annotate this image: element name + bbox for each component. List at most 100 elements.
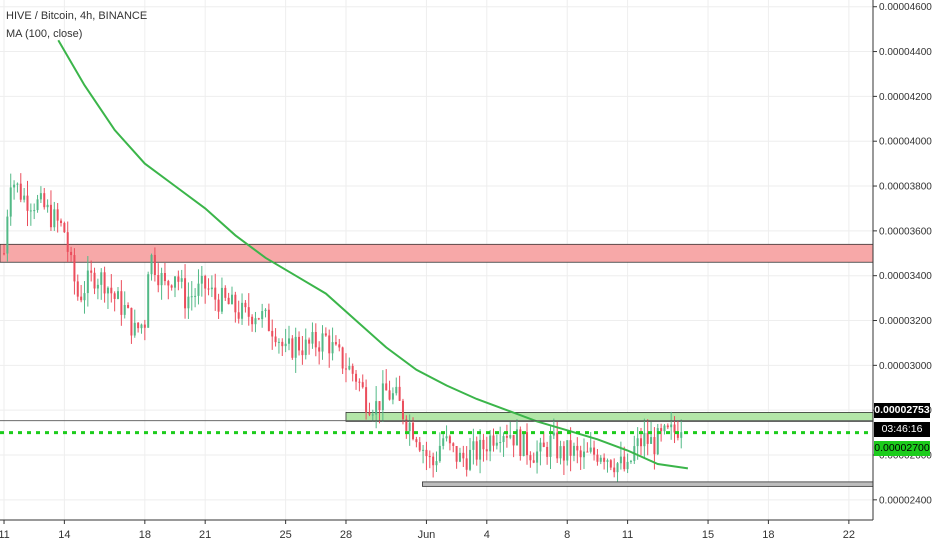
candle-body <box>619 456 622 464</box>
x-tick-label: 14 <box>58 529 70 541</box>
candle-body <box>334 342 337 345</box>
candle-body <box>184 278 187 309</box>
y-tick-label: 0.00004000 <box>879 137 932 148</box>
candle-body <box>670 424 673 428</box>
candle-body <box>244 302 247 308</box>
candle-body <box>230 294 234 305</box>
y-tick-label: 0.00002400 <box>879 495 932 506</box>
candle-body <box>314 332 317 348</box>
candle-body <box>398 386 401 401</box>
candle-body <box>110 287 113 294</box>
candle-body <box>63 223 66 233</box>
candle-body <box>502 436 505 443</box>
countdown-tag: 03:46:16 <box>874 422 930 437</box>
candle-body <box>9 187 12 217</box>
candle-body <box>344 368 347 370</box>
candle-body <box>318 347 321 352</box>
indicator-label[interactable]: MA (100, close) <box>6 28 83 40</box>
candle-body <box>13 184 16 188</box>
candle-body <box>36 199 39 211</box>
candle-body <box>452 443 455 446</box>
candle-body <box>485 449 488 452</box>
candles <box>3 173 683 482</box>
candle-body <box>680 432 683 438</box>
candle-body <box>19 183 22 200</box>
candle-body <box>552 432 555 436</box>
candle-body <box>257 318 260 320</box>
candle-body <box>190 296 193 298</box>
candle-body <box>569 440 572 456</box>
candle-body <box>261 311 264 320</box>
ma-100-line <box>57 39 689 470</box>
last-price-tag: 0.00002753 <box>874 403 930 418</box>
x-tick-label: 21 <box>199 529 211 541</box>
candle-body <box>210 287 213 290</box>
candle-body <box>23 195 26 200</box>
candle-body <box>576 445 579 451</box>
candle-body <box>90 270 93 273</box>
candle-body <box>341 347 344 369</box>
candle-body <box>49 204 52 228</box>
candle-body <box>194 295 197 297</box>
candle-body <box>39 193 42 200</box>
candle-body <box>241 302 244 319</box>
candle-body <box>56 209 59 221</box>
candle-body <box>505 436 508 438</box>
candle-body <box>83 293 86 301</box>
candle-body <box>348 366 351 370</box>
candle-body <box>646 432 649 444</box>
candle-body <box>448 436 451 444</box>
candle-body <box>358 381 361 383</box>
candle-body <box>509 435 512 438</box>
candle-body <box>465 458 468 470</box>
candle-body <box>489 435 492 452</box>
candle-body <box>613 467 616 473</box>
candle-body <box>650 437 653 444</box>
candle-body <box>616 463 619 473</box>
candle-body <box>6 216 9 254</box>
candle-body <box>70 251 73 256</box>
y-tick-label: 0.00004600 <box>879 2 932 13</box>
candle-body <box>197 283 200 296</box>
candle-body <box>33 210 36 212</box>
candle-body <box>200 275 203 284</box>
bottom-zone <box>422 481 874 487</box>
candle-body <box>16 183 19 185</box>
candle-body <box>143 324 146 328</box>
candle-body <box>636 438 639 447</box>
candle-body <box>160 273 163 286</box>
candle-body <box>180 278 183 282</box>
candle-body <box>462 452 465 459</box>
candle-body <box>418 442 421 451</box>
candle-body <box>475 441 478 460</box>
candle-body <box>217 299 220 312</box>
candle-body <box>60 220 63 224</box>
candle-body <box>153 254 156 275</box>
x-tick-label: 22 <box>843 529 855 541</box>
candle-body <box>73 255 76 282</box>
y-tick-label: 0.00004400 <box>879 47 932 58</box>
candle-body <box>187 296 190 309</box>
candle-body <box>66 232 69 252</box>
candle-body <box>130 307 133 336</box>
x-tick-label: 8 <box>564 529 570 541</box>
candle-body <box>623 456 626 470</box>
candle-body <box>157 274 160 286</box>
candle-body <box>412 422 415 440</box>
candle-body <box>308 339 311 344</box>
candle-body <box>53 209 56 228</box>
candle-body <box>629 460 632 462</box>
candle-body <box>415 439 418 443</box>
chart-title[interactable]: HIVE / Bitcoin, 4h, BINANCE <box>6 10 148 22</box>
candle-body <box>106 287 109 294</box>
resistance-zone <box>0 243 874 263</box>
candle-body <box>321 333 324 352</box>
candle-body <box>472 441 475 450</box>
candle-body <box>100 272 103 285</box>
candle-body <box>495 442 498 446</box>
candle-body <box>43 193 46 208</box>
candle-body <box>3 253 6 255</box>
candle-body <box>254 318 257 325</box>
